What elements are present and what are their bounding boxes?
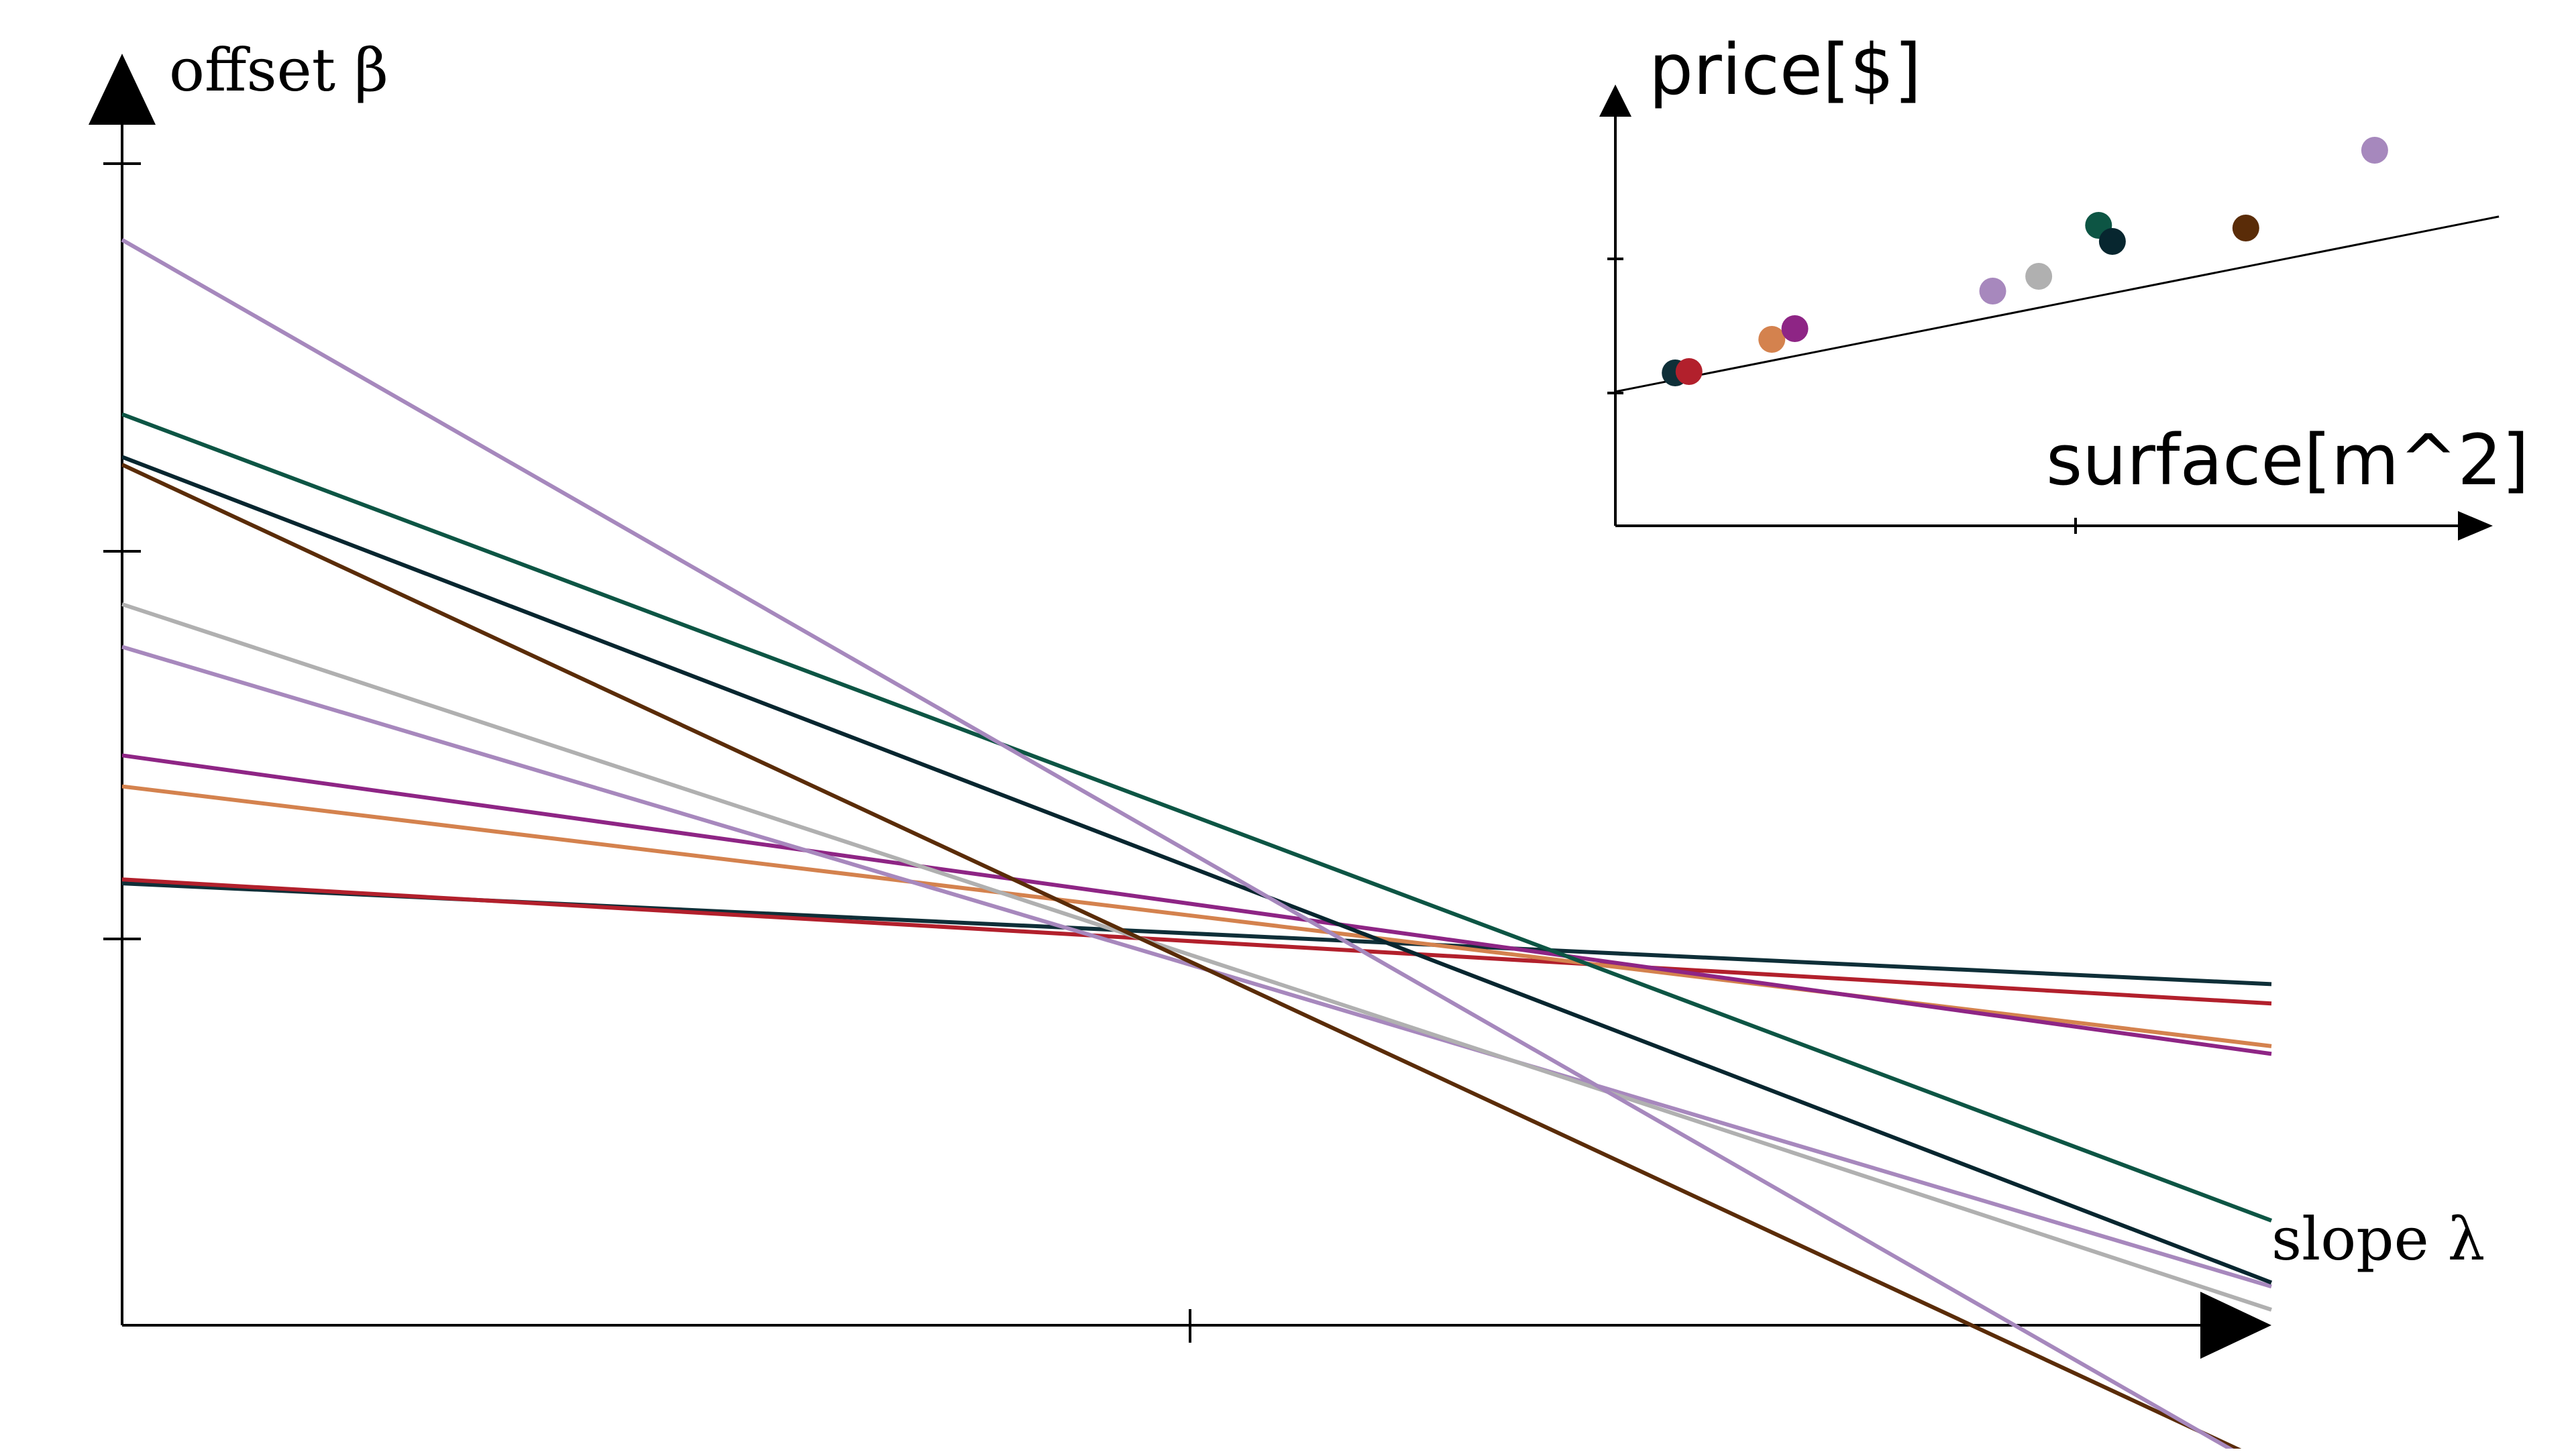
inset-fit-line	[1615, 215, 2500, 393]
inset-point-2	[1675, 358, 1703, 385]
inset-point-4	[1781, 315, 1809, 342]
parameter-line-7	[121, 455, 2273, 1285]
parameter-line-8	[121, 412, 2273, 1223]
y-axis-label: offset β	[169, 36, 388, 105]
y-axis-arrow-icon	[89, 54, 156, 125]
inset-y-axis-label: price[$]	[1649, 29, 1921, 111]
inset-point-8	[2098, 228, 2126, 255]
x-axis-label: slope λ	[2271, 1205, 2485, 1274]
inset-point-10	[2361, 137, 2388, 164]
parameter-line-2	[121, 877, 2272, 1006]
inset-point-6	[2025, 263, 2053, 290]
inset-point-5	[1979, 278, 2006, 304]
parameter-line-4	[121, 753, 2272, 1056]
parameter-line-9	[121, 463, 2249, 1452]
parameter-space-chart: offset β slope λ	[89, 36, 2485, 1452]
inset-point-3	[1758, 326, 1786, 353]
inset-x-axis-label: surface[m^2]	[2046, 419, 2529, 501]
parameter-lines	[121, 237, 2273, 1452]
x-axis-arrow-icon	[2200, 1292, 2271, 1359]
inset-fit-group	[1615, 215, 2500, 393]
inset-y-axis-arrow-icon	[1599, 85, 1631, 117]
parameter-line-10	[121, 237, 2240, 1452]
inset-x-axis-arrow-icon	[2458, 511, 2493, 541]
inset-points-group	[1662, 137, 2388, 386]
inset-point-9	[2232, 215, 2259, 241]
data-space-inset: price[$] surface[m^2]	[1599, 29, 2529, 541]
parameter-line-6	[121, 602, 2272, 1312]
